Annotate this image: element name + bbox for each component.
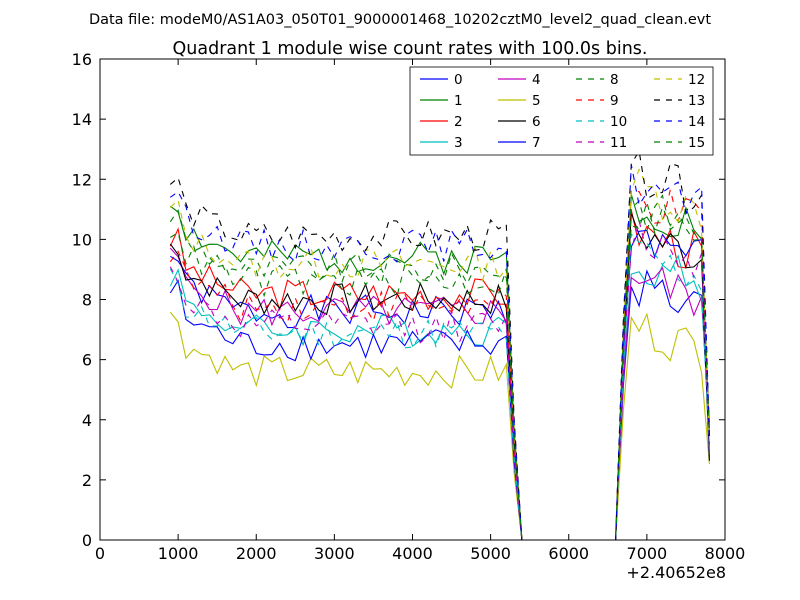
x-tick-label: 1000 [158, 544, 199, 563]
series-line-7 [169, 229, 710, 541]
x-tick-label: 8000 [705, 544, 746, 563]
y-tick-label: 12 [72, 170, 92, 189]
legend-label-3: 3 [454, 135, 463, 151]
y-tick-label: 10 [72, 230, 92, 249]
x-tick-label: 5000 [470, 544, 511, 563]
legend-label-1: 1 [454, 93, 463, 109]
x-tick-label: 7000 [627, 544, 668, 563]
legend-label-13: 13 [688, 93, 705, 109]
x-offset-label: +2.40652e8 [626, 563, 726, 582]
legend-label-7: 7 [532, 135, 541, 151]
y-tick-label: 8 [82, 291, 92, 310]
legend-label-9: 9 [610, 93, 619, 109]
y-tick-label: 0 [82, 531, 92, 550]
x-tick-label: 3000 [314, 544, 355, 563]
plot-area [169, 149, 710, 541]
series-line-15 [170, 200, 710, 541]
legend-label-6: 6 [532, 114, 541, 130]
series-line-14 [169, 164, 710, 541]
legend-label-4: 4 [532, 72, 541, 88]
legend-label-12: 12 [688, 72, 705, 88]
y-tick-label: 2 [82, 471, 92, 490]
legend-label-11: 11 [610, 135, 627, 151]
x-tick-label: 2000 [236, 544, 277, 563]
axes: 0 1000 2000 3000 4000 5000 6000 7000 80000246810… [72, 50, 746, 563]
x-tick-label: 4000 [392, 544, 433, 563]
y-tick-label: 6 [82, 351, 92, 370]
x-tick-label: 0 [95, 544, 105, 563]
chart-title: Quadrant 1 module wise count rates with … [173, 39, 648, 59]
legend-label-14: 14 [688, 114, 705, 130]
x-tick-label: 6000 [548, 544, 589, 563]
legend-label-0: 0 [454, 72, 463, 88]
legend-label-8: 8 [610, 72, 619, 88]
legend-label-10: 10 [610, 114, 627, 130]
legend-label-5: 5 [532, 93, 541, 109]
y-tick-label: 14 [72, 110, 92, 129]
figure-suptitle: Data file: modeM0/AS1A03_050T01_90000014… [89, 12, 711, 28]
legend-label-2: 2 [454, 114, 463, 130]
legend-label-15: 15 [688, 135, 705, 151]
y-tick-label: 16 [72, 50, 92, 69]
series-line-5 [169, 311, 710, 541]
legend-box [409, 66, 714, 156]
series-line-9 [169, 189, 710, 541]
y-tick-label: 4 [82, 411, 92, 430]
